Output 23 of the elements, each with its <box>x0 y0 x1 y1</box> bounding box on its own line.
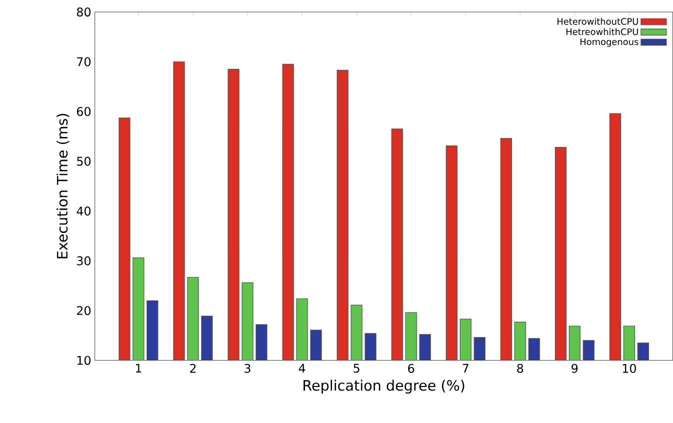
x-tick-label: 5 <box>354 364 360 373</box>
legend-label: HeterowithoutCPU <box>557 18 638 25</box>
y-tick-label: 20 <box>77 306 91 315</box>
legend-label: Homogenous <box>580 38 638 47</box>
y-tick-label: 50 <box>77 156 91 166</box>
x-tick-label: 1 <box>136 364 142 372</box>
x-tick-label: 10 <box>622 364 636 373</box>
y-tick-label: 10 <box>77 356 91 365</box>
y-tick-label: 40 <box>76 206 91 216</box>
x-tick-label: 3 <box>244 364 250 373</box>
x-tick-label: 8 <box>517 364 524 373</box>
x-tick-label: 9 <box>572 364 578 373</box>
x-tick-label: 4 <box>298 364 306 372</box>
x-tick-label: 6 <box>408 364 414 373</box>
y-tick-label: 30 <box>77 256 91 266</box>
y-tick-label: 60 <box>76 106 91 116</box>
y-tick-label: 80 <box>76 7 91 16</box>
legend-label: HetreowhithCPU <box>566 28 638 35</box>
y-axis-title: Execution Time (ms) <box>56 114 70 258</box>
x-tick-label: 7 <box>462 364 468 372</box>
x-tick-label: 2 <box>190 364 196 373</box>
x-axis-title: Replication degree (%) <box>304 380 464 394</box>
y-tick-label: 70 <box>77 57 91 66</box>
